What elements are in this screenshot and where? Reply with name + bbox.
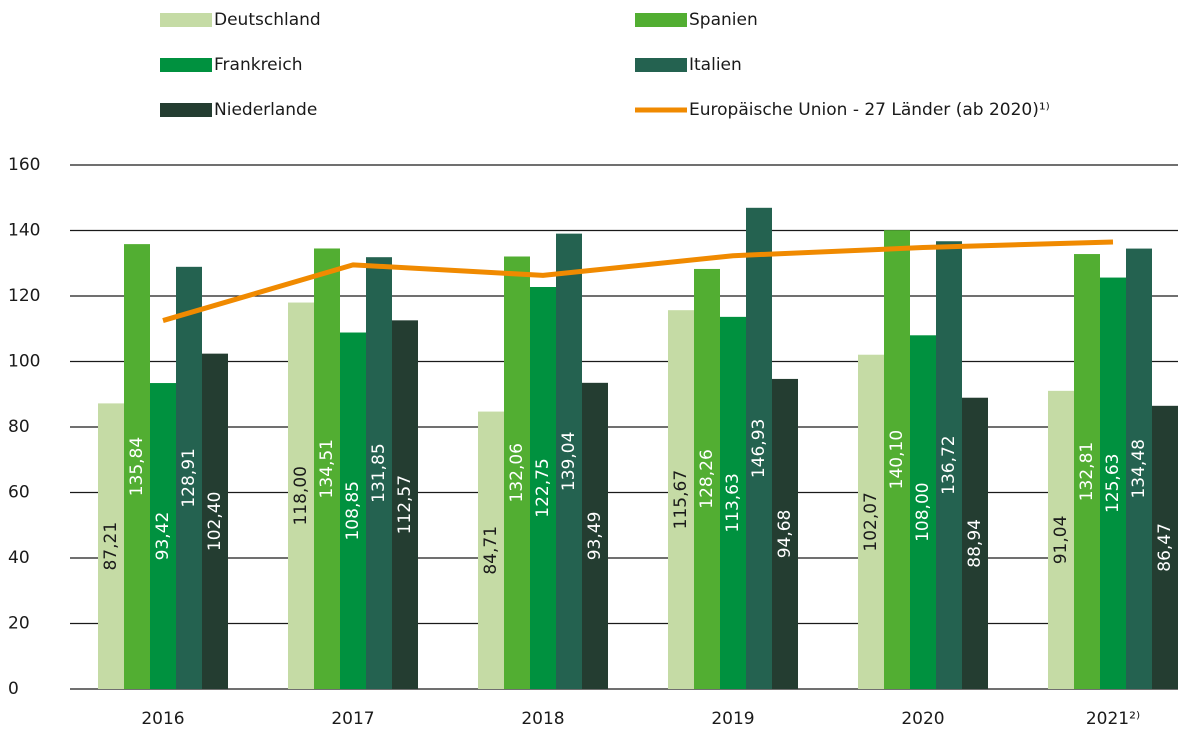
y-tick-label: 0 xyxy=(8,679,19,699)
bar xyxy=(962,397,988,689)
y-tick-label: 40 xyxy=(8,548,30,568)
legend-label: Niederlande xyxy=(214,100,317,120)
value-label: 94,68 xyxy=(775,510,795,559)
value-label: 135,84 xyxy=(127,437,147,496)
value-label: 131,85 xyxy=(369,443,389,502)
value-label: 140,10 xyxy=(887,430,907,489)
bar xyxy=(582,382,608,689)
value-label: 84,71 xyxy=(481,526,501,575)
value-label: 93,42 xyxy=(153,512,173,561)
y-tick-label: 60 xyxy=(8,483,30,503)
bar xyxy=(772,378,798,689)
bar xyxy=(910,335,936,689)
legend-label: Frankreich xyxy=(214,55,303,75)
x-tick-label: 2021²⁾ xyxy=(1086,709,1140,729)
bar xyxy=(202,353,228,689)
value-label: 118,00 xyxy=(291,466,311,525)
bar xyxy=(720,316,746,689)
bar xyxy=(1152,405,1178,689)
y-tick-label: 20 xyxy=(8,614,30,634)
bar xyxy=(366,257,392,689)
legend-swatch xyxy=(635,13,687,27)
bar xyxy=(858,354,884,689)
x-tick-label: 2016 xyxy=(141,709,184,729)
value-label: 136,72 xyxy=(939,435,959,494)
legend-label: Europäische Union - 27 Länder (ab 2020)¹… xyxy=(689,100,1050,120)
bar xyxy=(530,286,556,689)
legend-label: Deutschland xyxy=(214,10,321,30)
x-tick-label: 2018 xyxy=(521,709,564,729)
bar xyxy=(556,233,582,690)
bar xyxy=(478,411,504,689)
value-label: 113,63 xyxy=(723,473,743,532)
value-label: 128,26 xyxy=(697,449,717,508)
legend-label: Italien xyxy=(689,55,742,75)
bar xyxy=(124,244,150,689)
value-label: 93,49 xyxy=(585,512,605,561)
bar xyxy=(694,268,720,689)
bar xyxy=(504,256,530,689)
value-label: 134,48 xyxy=(1129,439,1149,498)
value-label: 132,81 xyxy=(1077,442,1097,501)
bar xyxy=(392,320,418,689)
bar xyxy=(340,332,366,689)
value-label: 102,40 xyxy=(205,492,225,551)
bar xyxy=(98,403,124,689)
value-label: 87,21 xyxy=(101,522,121,571)
legend-swatch xyxy=(160,103,212,117)
y-tick-label: 100 xyxy=(8,352,40,372)
bar xyxy=(1100,277,1126,689)
value-label: 86,47 xyxy=(1155,523,1175,572)
bar xyxy=(314,248,340,690)
value-label: 91,04 xyxy=(1051,516,1071,565)
x-tick-label: 2020 xyxy=(901,709,944,729)
value-label: 134,51 xyxy=(317,439,337,498)
value-label: 139,04 xyxy=(559,432,579,491)
value-label: 125,63 xyxy=(1103,454,1123,513)
bar xyxy=(936,241,962,689)
bar xyxy=(150,383,176,689)
value-label: 128,91 xyxy=(179,448,199,507)
value-label: 102,07 xyxy=(861,492,881,551)
legend-label: Spanien xyxy=(689,10,758,30)
y-tick-label: 80 xyxy=(8,417,30,437)
legend-swatch xyxy=(160,58,212,72)
legend-swatch xyxy=(160,13,212,27)
bar xyxy=(668,310,694,689)
bar xyxy=(1074,254,1100,690)
value-label: 108,85 xyxy=(343,481,363,540)
value-label: 108,00 xyxy=(913,482,933,541)
bar xyxy=(1126,248,1152,689)
line xyxy=(162,239,1114,323)
bar xyxy=(884,230,910,690)
bar xyxy=(288,302,314,689)
value-label: 88,94 xyxy=(965,519,985,568)
x-tick-label: 2019 xyxy=(711,709,754,729)
y-tick-label: 160 xyxy=(8,155,40,175)
value-label: 132,06 xyxy=(507,443,527,502)
value-label: 146,93 xyxy=(749,419,769,478)
bar xyxy=(1048,390,1074,689)
y-tick-label: 140 xyxy=(8,221,40,241)
value-label: 115,67 xyxy=(671,470,691,529)
bar xyxy=(746,207,772,689)
bar xyxy=(176,266,202,689)
legend-swatch xyxy=(635,58,687,72)
value-label: 122,75 xyxy=(533,458,553,517)
y-tick-label: 120 xyxy=(8,286,40,306)
value-label: 112,57 xyxy=(395,475,415,534)
x-tick-label: 2017 xyxy=(331,709,374,729)
